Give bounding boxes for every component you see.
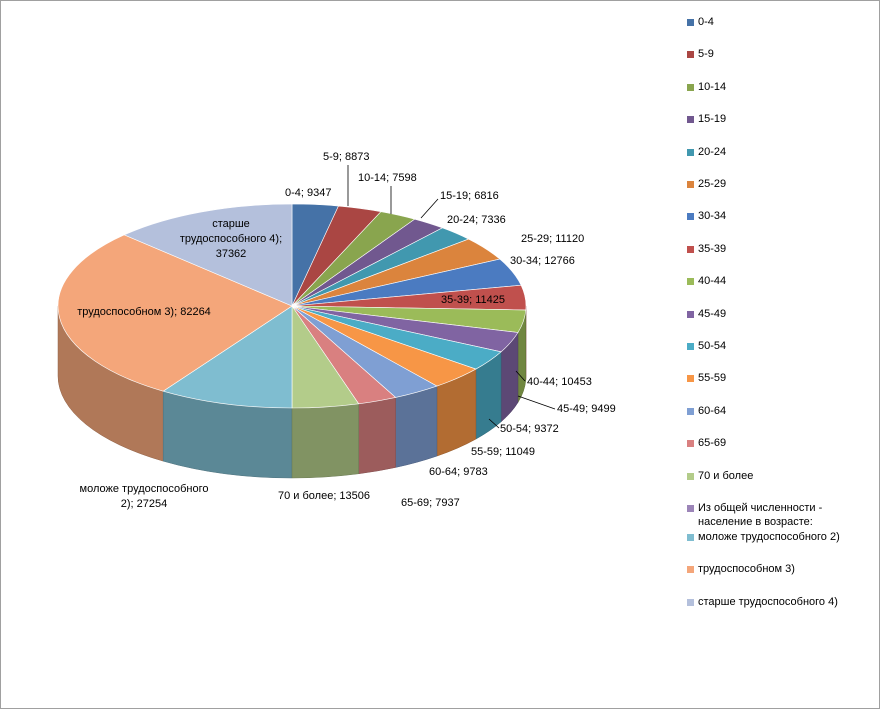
data-label-10: 50-54; 9372 <box>500 423 559 435</box>
data-label-14: 70 и более; 13506 <box>278 490 370 502</box>
data-label-8: 40-44; 10453 <box>527 376 592 388</box>
pie-side-14 <box>292 404 359 478</box>
data-label-7: 35-39; 11425 <box>441 294 505 306</box>
legend-item-1: 5-9 <box>687 47 714 61</box>
legend-label: 70 и более <box>698 469 753 483</box>
legend-label: 20-24 <box>698 145 726 159</box>
legend-swatch <box>687 566 694 573</box>
legend-item-0: 0-4 <box>687 15 714 29</box>
legend-item-18: старше трудоспособного 4) <box>687 595 838 609</box>
legend-item-6: 30-34 <box>687 209 726 223</box>
legend-swatch <box>687 149 694 156</box>
legend-label: моложе трудоспособного 2) <box>698 530 840 544</box>
legend-label: старше трудоспособного 4) <box>698 595 838 609</box>
legend-item-17: трудоспособном 3) <box>687 562 795 576</box>
legend-swatch <box>687 343 694 350</box>
legend-swatch <box>687 375 694 382</box>
legend-swatch <box>687 278 694 285</box>
legend-label: 55-59 <box>698 371 726 385</box>
pie-side-13 <box>359 397 396 473</box>
legend-label: 25-29 <box>698 177 726 191</box>
legend-item-8: 40-44 <box>687 274 726 288</box>
data-label-9: 45-49; 9499 <box>557 403 616 415</box>
legend-label: 30-34 <box>698 209 726 223</box>
legend-swatch <box>687 246 694 253</box>
legend-item-3: 15-19 <box>687 112 726 126</box>
pie-side-12 <box>396 386 437 467</box>
legend-label: Из общей численности - население в возра… <box>698 501 822 529</box>
legend-item-15: Из общей численности - население в возра… <box>687 501 822 529</box>
legend-item-13: 65-69 <box>687 436 726 450</box>
legend-item-9: 45-49 <box>687 307 726 321</box>
legend-label: 60-64 <box>698 404 726 418</box>
legend-swatch <box>687 440 694 447</box>
data-label-16: трудоспособном 3); 82264 <box>77 306 211 318</box>
data-label-6: 30-34; 12766 <box>510 255 575 267</box>
legend-item-10: 50-54 <box>687 339 726 353</box>
legend-item-4: 20-24 <box>687 145 726 159</box>
data-label-1: 5-9; 8873 <box>323 151 369 163</box>
legend-swatch <box>687 51 694 58</box>
legend-swatch <box>687 181 694 188</box>
data-label-11: 55-59; 11049 <box>471 446 535 458</box>
legend-label: 35-39 <box>698 242 726 256</box>
leader-line-9 <box>518 396 555 409</box>
legend-item-12: 60-64 <box>687 404 726 418</box>
legend-label: 65-69 <box>698 436 726 450</box>
legend-swatch <box>687 408 694 415</box>
legend-item-5: 25-29 <box>687 177 726 191</box>
legend-label: 5-9 <box>698 47 714 61</box>
legend-swatch <box>687 473 694 480</box>
legend-label: трудоспособном 3) <box>698 562 795 576</box>
legend-swatch <box>687 84 694 91</box>
legend-swatch <box>687 534 694 541</box>
leader-line-3 <box>421 199 438 218</box>
legend-item-7: 35-39 <box>687 242 726 256</box>
legend-label: 40-44 <box>698 274 726 288</box>
legend-label: 10-14 <box>698 80 726 94</box>
legend-label: 50-54 <box>698 339 726 353</box>
legend-swatch <box>687 599 694 606</box>
legend-item-14: 70 и более <box>687 469 753 483</box>
legend-swatch <box>687 116 694 123</box>
data-label-2: 10-14; 7598 <box>358 172 417 184</box>
legend-swatch <box>687 505 694 512</box>
legend-swatch <box>687 311 694 318</box>
legend-label: 15-19 <box>698 112 726 126</box>
legend-item-2: 10-14 <box>687 80 726 94</box>
legend-swatch <box>687 19 694 26</box>
data-label-12: 60-64; 9783 <box>429 466 488 478</box>
data-label-5: 25-29; 11120 <box>521 233 584 245</box>
data-label-3: 15-19; 6816 <box>440 190 499 202</box>
data-label-13: 65-69; 7937 <box>401 497 460 509</box>
legend-label: 0-4 <box>698 15 714 29</box>
legend-item-16: моложе трудоспособного 2) <box>687 530 840 544</box>
data-label-4: 20-24; 7336 <box>447 214 506 226</box>
data-label-0: 0-4; 9347 <box>285 187 331 199</box>
legend-swatch <box>687 213 694 220</box>
legend-label: 45-49 <box>698 307 726 321</box>
legend-item-11: 55-59 <box>687 371 726 385</box>
